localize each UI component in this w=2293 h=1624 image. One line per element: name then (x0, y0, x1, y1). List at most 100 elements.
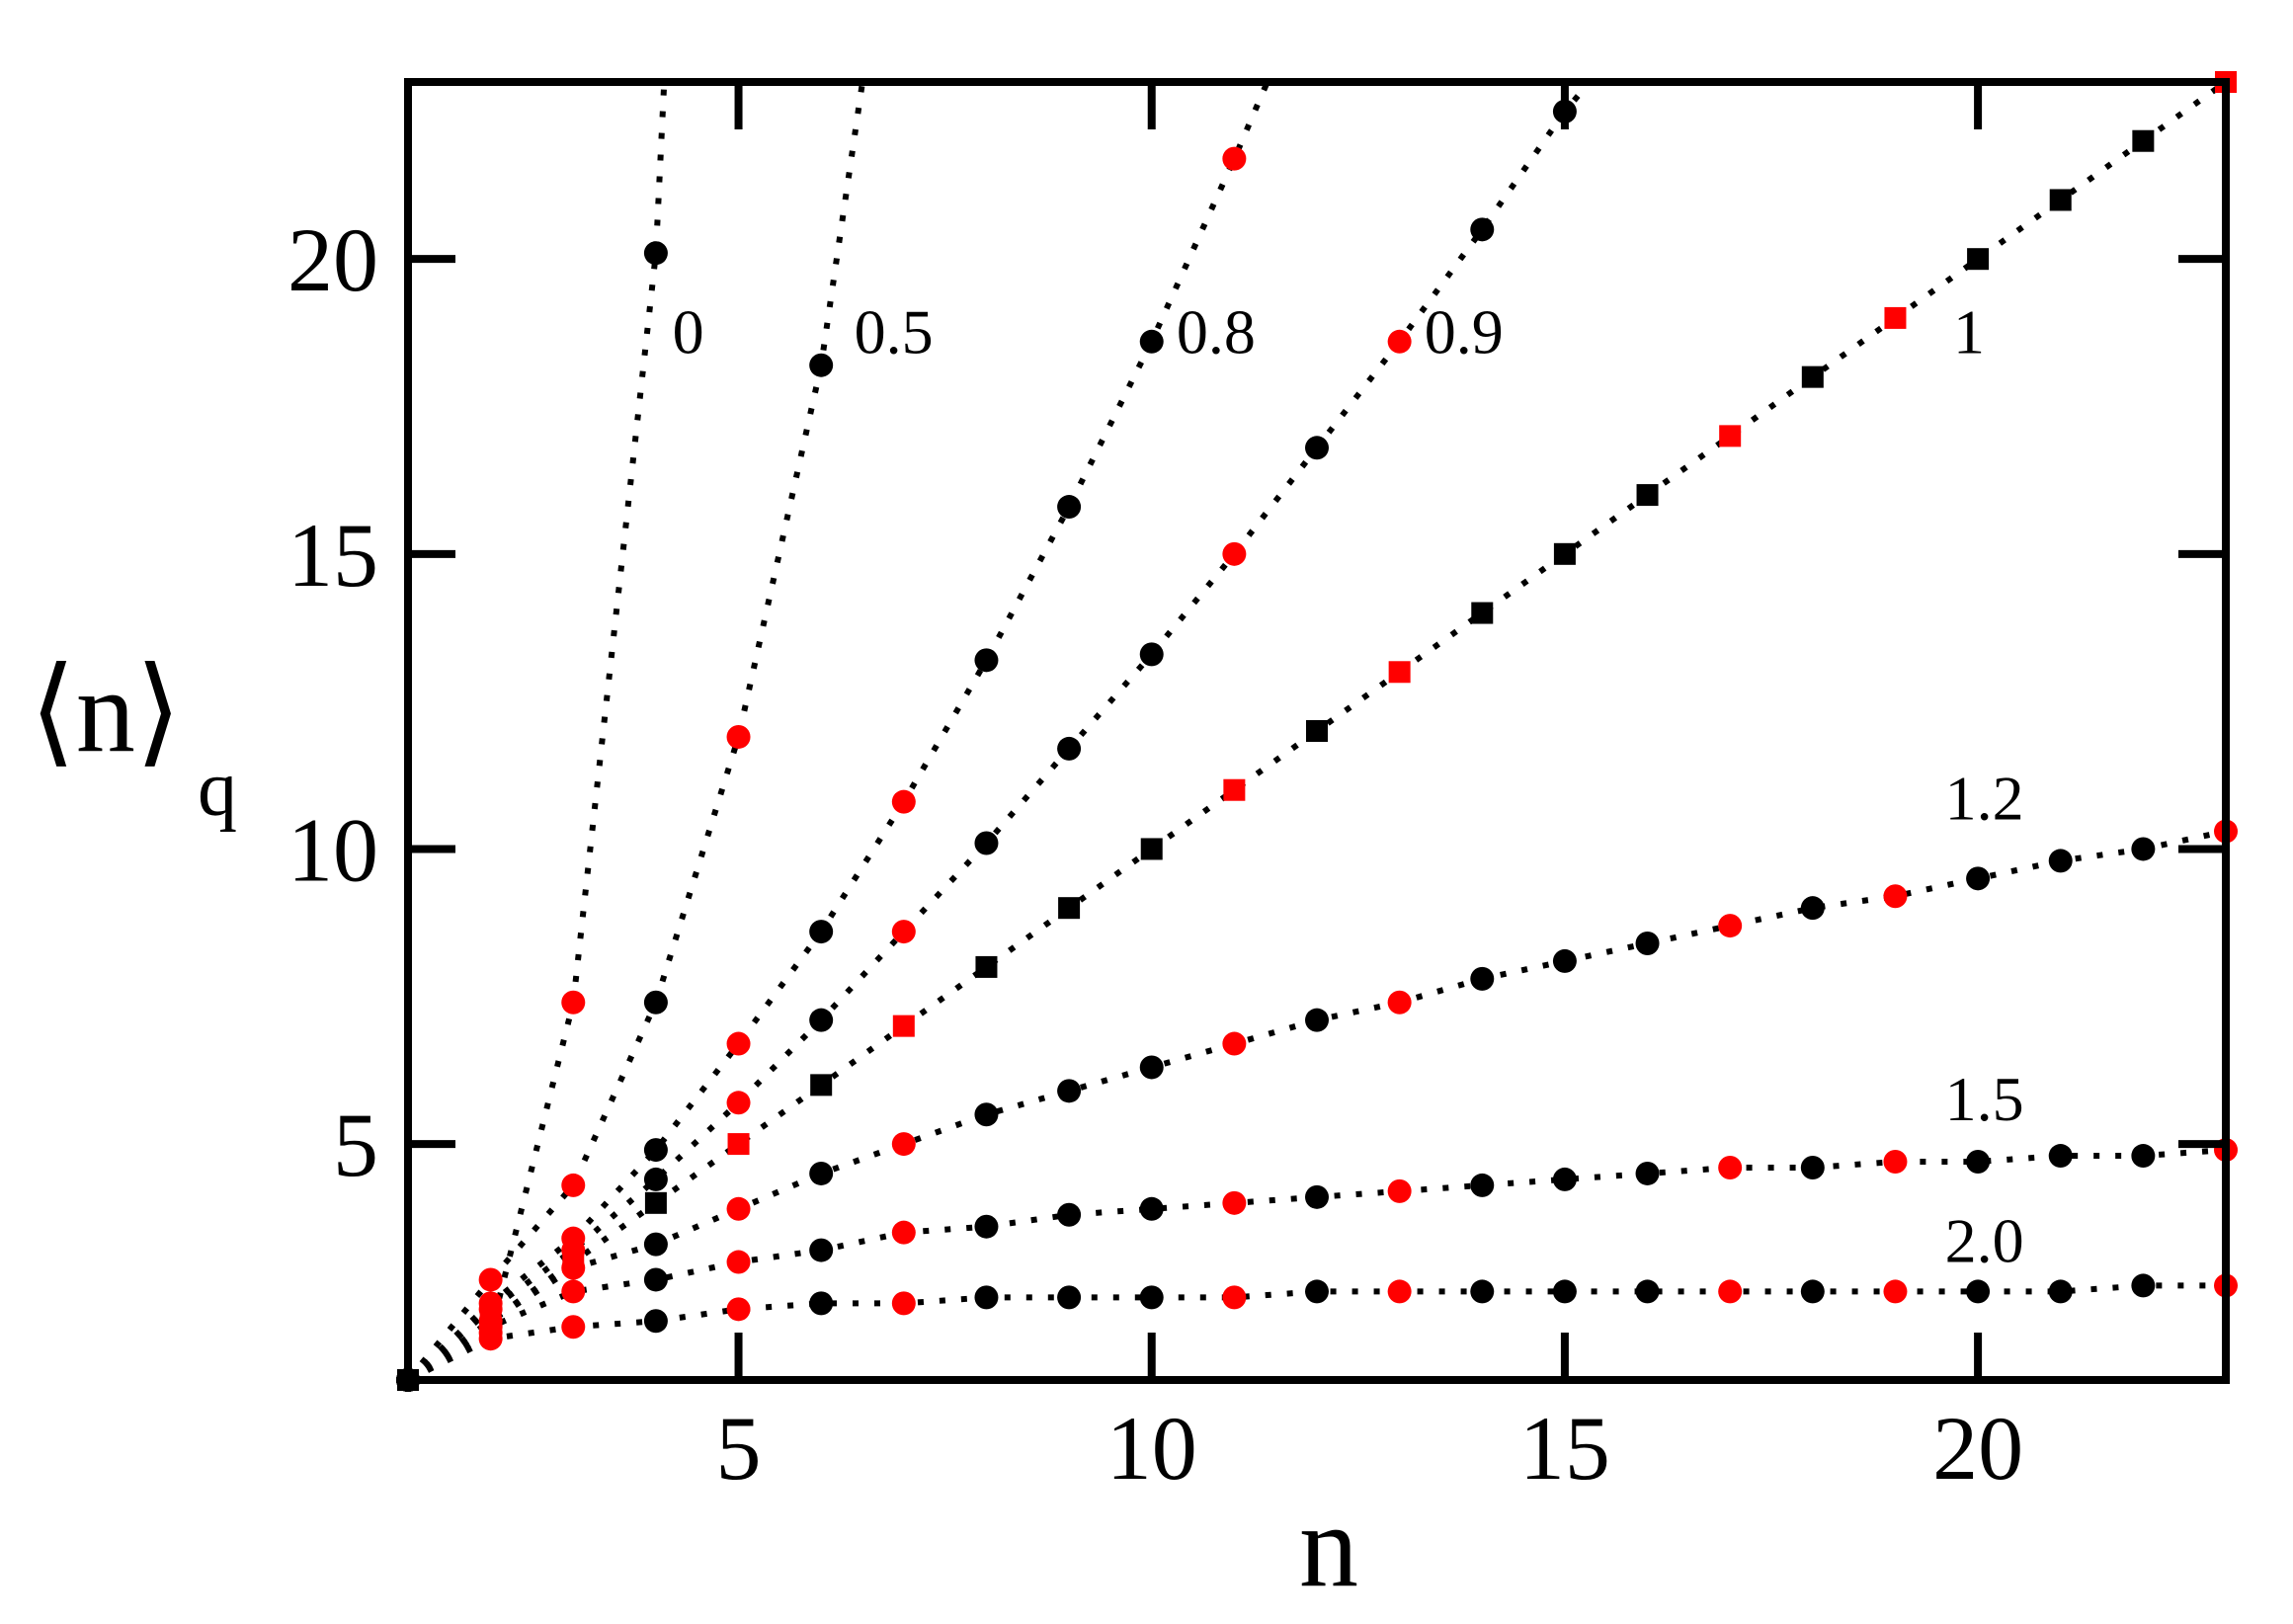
data-point-square (1306, 720, 1328, 742)
data-point-circle (2131, 1144, 2156, 1169)
series-line-q-0 (406, 81, 668, 1383)
data-point-circle (1800, 1279, 1825, 1304)
data-point-circle (891, 1220, 916, 1245)
data-point-circle (974, 1214, 999, 1239)
data-point-circle (1305, 436, 1329, 460)
data-point-circle (1139, 1285, 1164, 1310)
data-point-square (1884, 306, 1907, 329)
data-point-circle (726, 1031, 751, 1056)
data-point-circle (1800, 896, 1825, 921)
data-point-square (1388, 661, 1411, 684)
data-point-circle (561, 1256, 586, 1280)
data-point-square (2049, 189, 2072, 211)
data-point-circle (643, 1138, 668, 1163)
series-label-q-0: 0 (673, 297, 704, 367)
data-point-circle (1222, 146, 1247, 171)
data-point-circle (809, 920, 834, 944)
plot-frame (404, 78, 2230, 1384)
data-point-circle (1470, 966, 1495, 991)
data-point-circle (1222, 1285, 1247, 1310)
data-point-square (1636, 484, 1659, 507)
series-label-q-0.5: 0.5 (855, 297, 934, 367)
data-point-circle (1387, 1178, 1412, 1203)
data-point-circle (1883, 884, 1908, 909)
data-point-square (975, 955, 998, 978)
data-point-circle (2048, 1279, 2073, 1304)
data-point-circle (891, 789, 916, 814)
data-point-circle (891, 1132, 916, 1157)
data-point-circle (478, 1327, 503, 1351)
y-axis-title-subscript: q (198, 746, 237, 833)
data-point-circle (1883, 1150, 1908, 1175)
data-point-circle (561, 1173, 586, 1197)
data-point-circle (726, 724, 751, 749)
data-point-circle (974, 648, 999, 673)
data-point-circle (2048, 849, 2073, 873)
series-label-q-1.2: 1.2 (1945, 764, 2024, 834)
data-point-circle (561, 1279, 586, 1304)
series-label-q-2.0: 2.0 (1945, 1206, 2024, 1276)
data-point-square (1471, 602, 1494, 624)
plot-border (404, 78, 2230, 1384)
data-point-square (1719, 425, 1742, 447)
data-point-circle (726, 1250, 751, 1274)
data-point-square (1223, 778, 1246, 801)
data-point-circle (1718, 914, 1743, 938)
data-point-circle (891, 1291, 916, 1316)
data-point-circle (1552, 1167, 1577, 1191)
data-point-square (810, 1074, 833, 1096)
x-tick-label: 15 (1519, 1398, 1610, 1499)
x-axis-title: n (1299, 1480, 1358, 1611)
data-point-circle (1057, 1202, 1082, 1227)
data-point-square (1801, 365, 1824, 388)
data-point-circle (974, 1102, 999, 1127)
series-label-q-0.8: 0.8 (1177, 297, 1256, 367)
data-point-circle (1470, 1279, 1495, 1304)
data-point-circle (1305, 1279, 1329, 1304)
data-point-circle (1552, 948, 1577, 973)
data-point-circle (1057, 495, 1082, 520)
data-point-circle (643, 1232, 668, 1257)
data-point-circle (726, 1297, 751, 1322)
data-point-circle (2131, 1273, 2156, 1298)
data-point-circle (1139, 1055, 1164, 1080)
data-point-circle (1552, 1279, 1577, 1304)
data-point-circle (809, 353, 834, 377)
data-point-circle (1387, 329, 1412, 354)
data-point-circle (1057, 1285, 1082, 1310)
data-point-circle (1139, 1196, 1164, 1221)
data-point-circle (2131, 837, 2156, 861)
series-label-q-1.5: 1.5 (1945, 1064, 2024, 1134)
series-line-q-2.0 (406, 1282, 2226, 1383)
x-tick-label: 5 (716, 1398, 762, 1499)
data-point-square (1967, 248, 1990, 271)
data-point-square (1553, 542, 1576, 565)
data-point-circle (1387, 1279, 1412, 1304)
y-tick-label: 10 (287, 799, 378, 900)
data-point-circle (643, 241, 668, 266)
data-point-circle (1635, 1161, 1660, 1185)
data-point-square (1058, 897, 1081, 920)
data-point-circle (1222, 1190, 1247, 1215)
data-point-circle (1718, 1279, 1743, 1304)
x-tick-label: 20 (1932, 1398, 2023, 1499)
data-point-circle (1470, 1173, 1495, 1197)
data-point-circle (809, 1008, 834, 1032)
y-tick-label: 15 (287, 505, 378, 606)
series-line-q-0.8 (405, 80, 1270, 1383)
data-point-circle (2048, 1144, 2073, 1169)
series-labels: 0 0.5 0.8 0.9 1 1.2 1.5 2.0 (673, 297, 2024, 1276)
x-tick-label: 10 (1106, 1398, 1197, 1499)
data-point-circle (643, 990, 668, 1015)
data-point-circle (1222, 541, 1247, 566)
data-point-circle (726, 1091, 751, 1115)
y-tick-label: 20 (287, 209, 378, 310)
series-label-q-0.9: 0.9 (1425, 297, 1504, 367)
data-point-circle (1718, 1155, 1743, 1179)
data-point-circle (891, 920, 916, 944)
data-point-square (892, 1015, 915, 1037)
data-point-circle (809, 1161, 834, 1185)
data-point-square (2132, 129, 2155, 152)
